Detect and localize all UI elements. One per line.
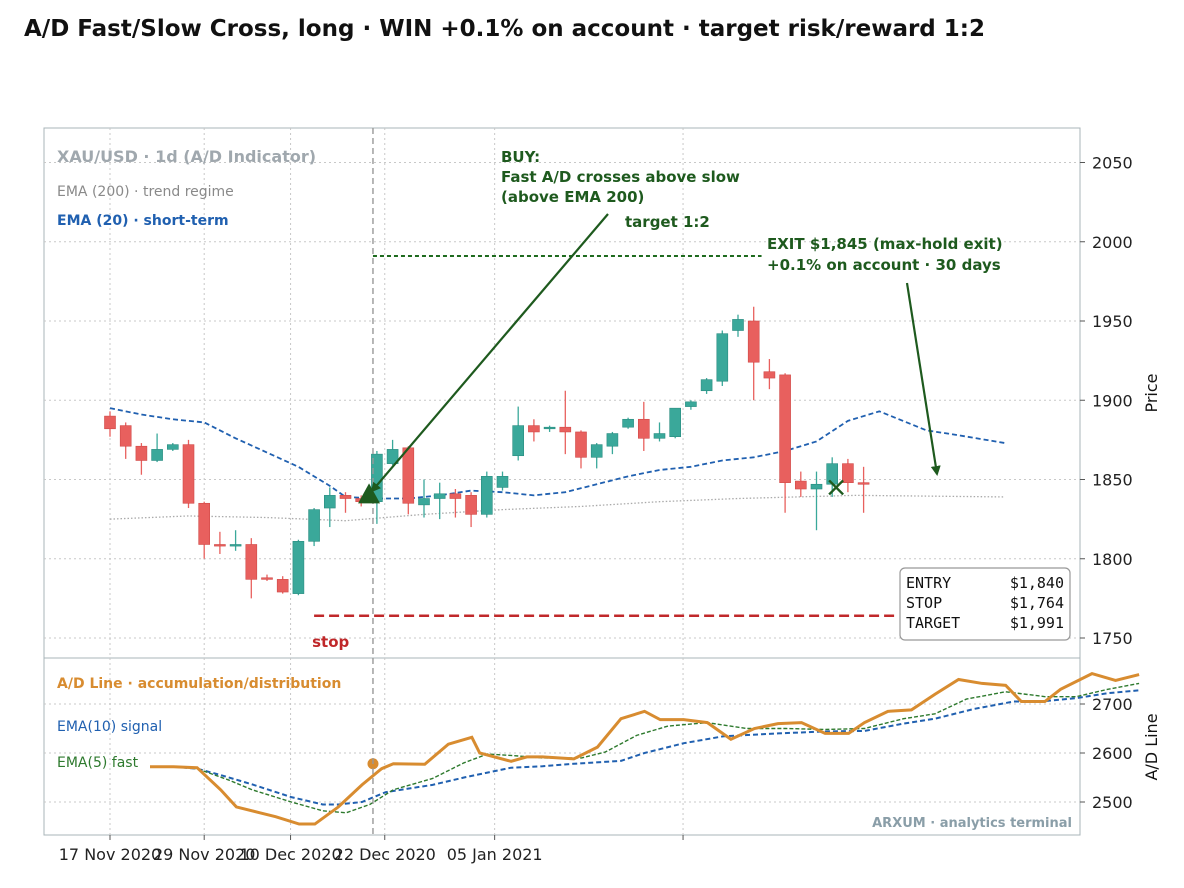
bear-candle — [449, 493, 462, 499]
stop-label: stop — [312, 633, 349, 651]
bear-candle — [104, 415, 116, 430]
bear-candle — [402, 447, 415, 504]
bull-candle — [826, 463, 839, 485]
bear-candle — [339, 495, 352, 499]
exit-annotation-line2: +0.1% on account · 30 days — [767, 256, 1001, 274]
bull-candle — [590, 444, 603, 458]
ema5-legend: EMA(5) fast — [57, 755, 139, 771]
exit-marker — [828, 479, 844, 496]
price-y-tick-label: 1800 — [1092, 550, 1133, 569]
trade-summary-label: STOP — [906, 594, 942, 612]
target-annotation: target 1:2 — [625, 213, 710, 231]
bull-candle — [323, 495, 336, 509]
ema200-legend: EMA (200) · trend regime — [57, 184, 234, 200]
bull-candle — [606, 433, 619, 447]
ema20-line — [109, 407, 1006, 500]
bull-candle — [433, 493, 446, 499]
bull-candle — [653, 433, 666, 439]
exit-annotation-arrow — [905, 282, 941, 476]
price-y-tick-label: 1950 — [1092, 312, 1133, 331]
ad-line-legend: A/D Line · accumulation/distribution — [57, 676, 341, 692]
chart-title: A/D Fast/Slow Cross, long · WIN +0.1% on… — [24, 16, 985, 42]
watermark: ARXUM · analytics terminal — [872, 816, 1072, 831]
trade-summary-label: TARGET — [906, 614, 960, 632]
bull-candle — [418, 498, 430, 506]
bull-candle — [292, 541, 305, 594]
bear-candle — [779, 374, 791, 483]
bear-candle — [465, 495, 477, 515]
trade-summary-value: $1,764 — [1010, 594, 1064, 612]
buy-annotation-arrow — [370, 213, 609, 493]
ad-line — [150, 672, 1140, 826]
ema10-signal-line — [150, 689, 1140, 806]
bear-candle — [747, 320, 760, 363]
price-y-tick-label: 2050 — [1092, 154, 1133, 173]
bull-candle — [622, 418, 634, 428]
bear-candle — [763, 371, 776, 379]
bull-candle — [386, 449, 399, 464]
bear-candle — [245, 544, 258, 580]
bull-candle — [685, 401, 697, 407]
bull-candle — [732, 319, 744, 331]
trade-summary-box — [899, 567, 1071, 641]
bear-candle — [575, 431, 587, 458]
x-tick-label: 17 Nov 2020 — [59, 845, 161, 864]
indicator-panel-frame — [43, 657, 1081, 836]
bear-candle — [637, 418, 650, 439]
bull-candle — [480, 476, 493, 515]
bear-candle — [261, 577, 273, 580]
price-y-tick-label: 1850 — [1092, 471, 1133, 490]
bull-candle — [810, 483, 823, 490]
bear-candle — [528, 425, 540, 433]
x-tick-label: 10 Dec 2020 — [239, 845, 341, 864]
x-tick-label: 22 Dec 2020 — [334, 845, 436, 864]
price-panel-label: XAU/USD · 1d (A/D Indicator) — [57, 147, 316, 166]
trade-summary-label: ENTRY — [906, 574, 951, 592]
bear-candle — [857, 482, 870, 485]
indicator-y-tick-label: 2600 — [1092, 744, 1133, 763]
trade-summary-value: $1,991 — [1010, 614, 1064, 632]
ema5-fast-line — [150, 682, 1140, 814]
bear-candle — [198, 502, 210, 545]
bull-candle — [512, 425, 525, 457]
price-y-tick-label: 1900 — [1092, 391, 1133, 410]
buy-annotation: BUY: Fast A/D crosses above slow (above EM… — [501, 148, 740, 206]
price-axis-label: Price — [1142, 373, 1161, 412]
bear-candle — [182, 444, 195, 504]
indicator-y-tick-label: 2700 — [1092, 695, 1133, 714]
bear-candle — [276, 579, 289, 593]
price-y-tick-label: 1750 — [1092, 629, 1133, 648]
bull-candle — [229, 544, 242, 547]
bear-candle — [214, 544, 226, 547]
bull-candle — [496, 476, 509, 488]
trade-summary-value: $1,840 — [1010, 574, 1064, 592]
ema20-legend: EMA (20) · short-term — [57, 213, 229, 229]
price-y-tick-label: 2000 — [1092, 233, 1133, 252]
x-tick-label: 05 Jan 2021 — [447, 845, 543, 864]
bull-candle — [308, 509, 320, 542]
bull-candle — [669, 407, 682, 438]
indicator-y-tick-label: 2500 — [1092, 793, 1133, 812]
bull-candle — [543, 426, 556, 430]
bear-candle — [794, 480, 807, 490]
bear-candle — [842, 463, 854, 483]
bear-candle — [135, 445, 148, 461]
bear-candle — [119, 425, 132, 447]
bull-candle — [167, 444, 179, 450]
bull-candle — [151, 449, 163, 461]
indicator-axis-label: A/D Line — [1142, 713, 1161, 780]
bear-candle — [559, 426, 572, 433]
buy-marker — [358, 483, 381, 504]
ema10-legend: EMA(10) signal — [57, 719, 162, 735]
bull-candle — [716, 333, 729, 382]
bull-candle — [700, 379, 713, 392]
x-tick-label: 29 Nov 2020 — [153, 845, 255, 864]
exit-annotation-line1: EXIT $1,845 (max-hold exit) — [767, 235, 1003, 253]
ema200-line — [109, 494, 1005, 522]
